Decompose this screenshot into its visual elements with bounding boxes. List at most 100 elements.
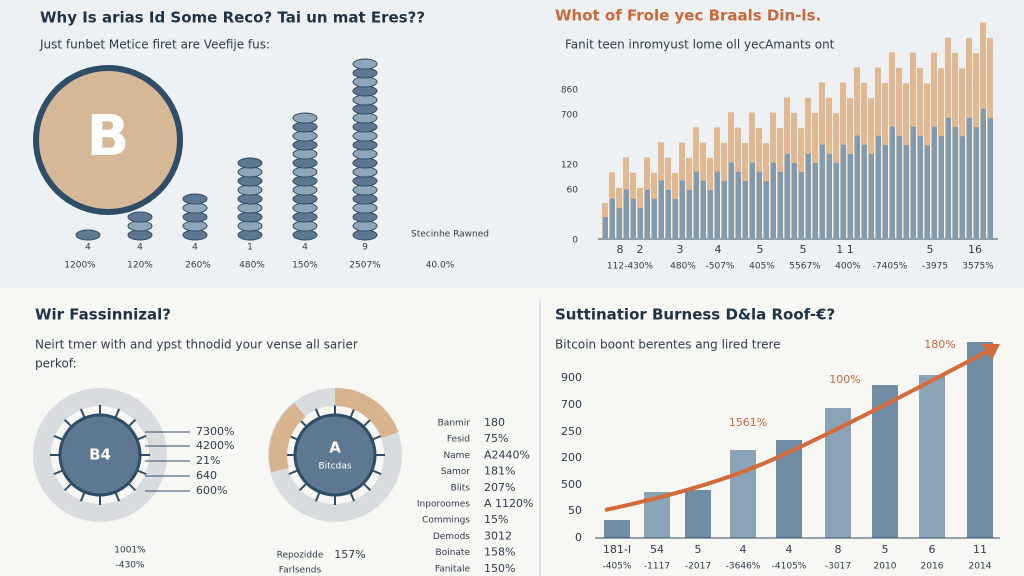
label: 5567%	[789, 262, 821, 272]
label: 3	[677, 243, 684, 256]
label: 180%	[924, 338, 955, 351]
bar-front	[708, 190, 713, 238]
label: 4	[740, 543, 747, 556]
bar-front	[974, 127, 979, 238]
bar-front	[673, 199, 678, 238]
label: -3017	[825, 562, 851, 572]
label: -405%	[603, 562, 632, 572]
label: A 1120%	[484, 497, 533, 510]
bar-front	[687, 189, 692, 238]
bar-front	[617, 207, 622, 238]
label: 120%	[127, 261, 153, 271]
label: 700	[561, 111, 578, 121]
label: 3012	[484, 529, 512, 542]
bar-front	[953, 127, 958, 238]
bar-front	[897, 135, 902, 238]
title: Whot of Frole yec Braals Din-ls.	[555, 7, 821, 25]
label: 54	[650, 543, 664, 556]
label: 2010	[874, 562, 897, 572]
label: 1001%	[114, 546, 146, 556]
label: 5	[882, 543, 889, 556]
bar-front	[729, 162, 734, 238]
gauge-arc	[334, 387, 399, 439]
label: Demods	[433, 532, 470, 542]
gauge-arc	[269, 402, 306, 473]
label: 2014	[969, 562, 992, 572]
bar-front	[652, 198, 657, 238]
label: -4105%	[772, 562, 807, 572]
label: 158%	[484, 546, 515, 559]
bar	[604, 520, 630, 538]
bar-front	[960, 136, 965, 238]
bar-front	[771, 162, 776, 238]
label: 900	[561, 371, 582, 384]
bar-front	[610, 198, 615, 238]
label: 4	[786, 543, 793, 556]
spike	[349, 408, 356, 419]
label: 8	[617, 243, 624, 256]
bar-front	[827, 153, 832, 238]
bar-front	[904, 145, 909, 238]
bar-front	[792, 162, 797, 238]
text: Neirt tmer with and ypst thnodid your ve…	[35, 338, 358, 352]
bar-front	[988, 118, 993, 238]
label: Name	[443, 451, 470, 461]
label: 250	[561, 425, 582, 438]
label: 5	[927, 243, 934, 256]
bar-front	[932, 126, 937, 238]
label: 640	[196, 469, 217, 482]
bar-front	[757, 171, 762, 238]
label: 50	[568, 504, 582, 517]
label: 5	[695, 543, 702, 556]
label: A2440%	[484, 448, 530, 461]
label: 1561%	[729, 416, 767, 429]
label: A	[329, 439, 341, 457]
bar-front	[890, 126, 895, 238]
bar-front	[918, 136, 923, 238]
label: 4	[192, 243, 198, 253]
label: -3646%	[726, 562, 761, 572]
coin	[127, 211, 153, 223]
label: 181%	[484, 465, 515, 478]
label: 7300%	[196, 425, 234, 438]
label: Fesid	[447, 435, 470, 445]
spike	[362, 482, 372, 492]
label: 2507%	[349, 261, 381, 271]
label: 400%	[835, 262, 861, 272]
bar-front	[631, 198, 636, 238]
label: 6	[929, 543, 936, 556]
bar-front	[981, 108, 986, 238]
spike	[127, 482, 137, 492]
label: 150%	[292, 261, 318, 271]
bar	[919, 375, 945, 538]
label: -1117	[644, 562, 670, 572]
label: 4	[715, 243, 722, 256]
label: 157%	[334, 548, 365, 561]
label: 21%	[196, 454, 220, 467]
label: Farlsends	[279, 566, 322, 576]
label: -430%	[116, 561, 145, 571]
bar-front	[939, 136, 944, 238]
label: Inporoomes	[417, 500, 470, 510]
bar-front	[848, 154, 853, 238]
label: 16	[968, 243, 982, 256]
label: 4	[302, 243, 308, 253]
label: 112-430%	[607, 262, 654, 272]
bar-front	[680, 180, 685, 238]
bar-front	[638, 208, 643, 238]
label: 480%	[670, 262, 696, 272]
spike	[298, 482, 308, 492]
bar-front	[785, 153, 790, 238]
label: 480%	[239, 261, 265, 271]
logo: B	[87, 104, 130, 169]
subtitle: Fanit teen inromyust lome oll yecAmants …	[565, 38, 835, 52]
label: 40.0%	[426, 261, 455, 271]
bar-front	[841, 144, 846, 238]
label: -7405%	[873, 262, 908, 272]
spike	[371, 434, 382, 441]
spike	[63, 418, 73, 428]
gauge-core	[58, 413, 142, 497]
label: Fanitale	[435, 564, 471, 574]
label: 60	[567, 186, 579, 196]
bar-front	[743, 181, 748, 238]
